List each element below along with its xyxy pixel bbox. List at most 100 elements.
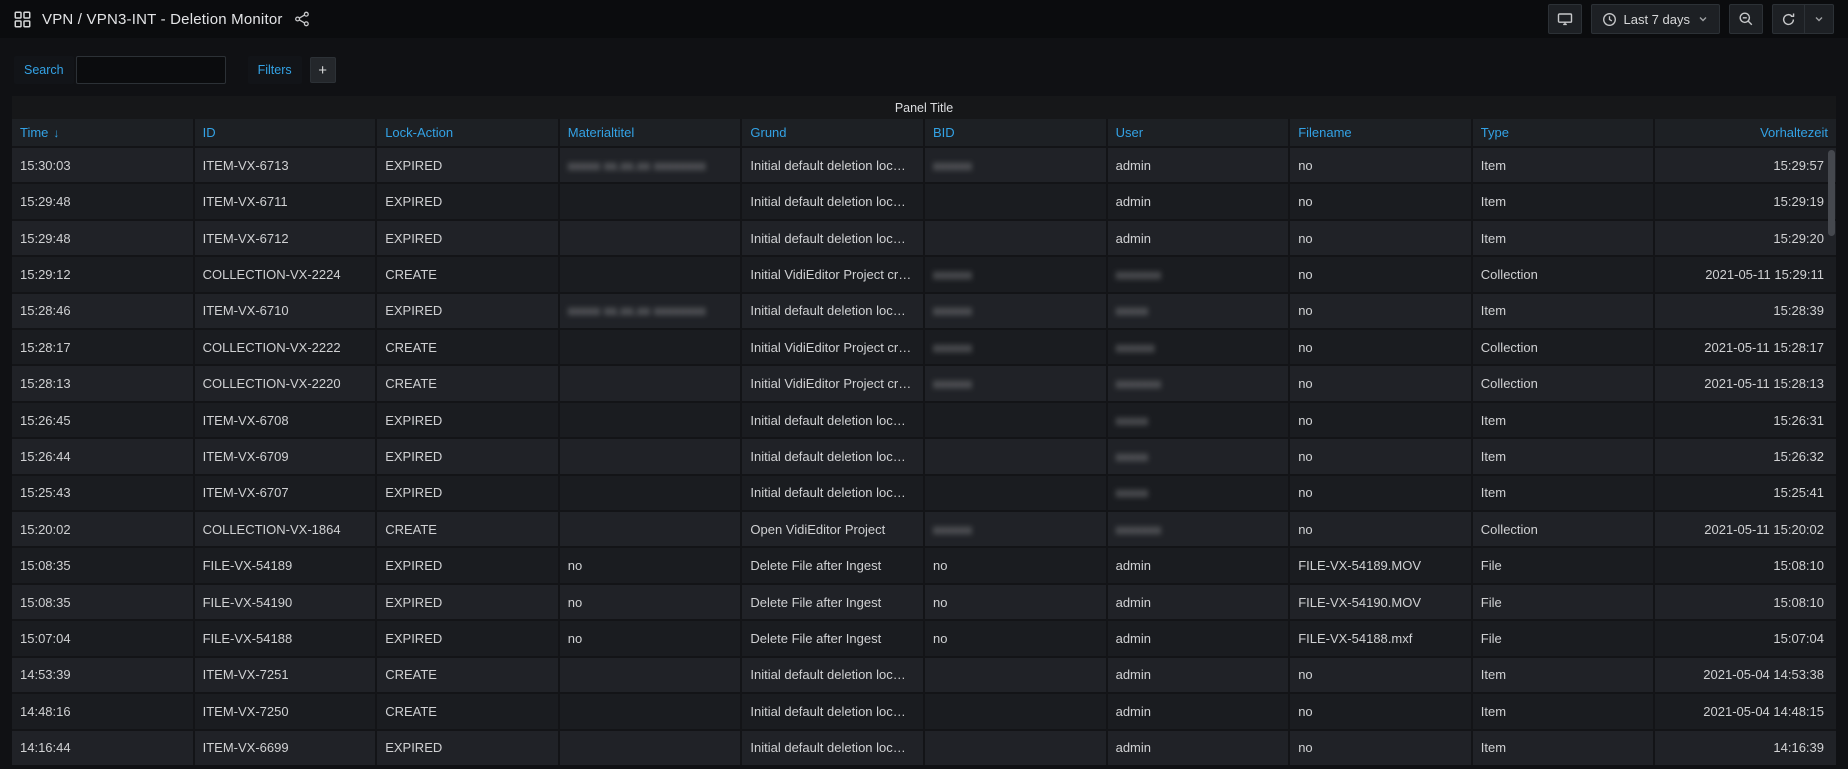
cell-grund: Initial default deletion loc…	[742, 475, 923, 511]
column-header-type[interactable]: Type	[1472, 119, 1654, 146]
zoom-out-button[interactable]	[1729, 4, 1763, 34]
cell-bid: xxxxxx	[925, 366, 1106, 401]
add-filter-button[interactable]: +	[309, 57, 336, 83]
cell-user: xxxxx	[1107, 475, 1289, 511]
refresh-interval-dropdown[interactable]	[1804, 4, 1834, 34]
cell-grund: Initial default deletion loc…	[742, 220, 923, 256]
cell-user: admin	[1107, 657, 1289, 693]
clock-icon	[1602, 12, 1617, 27]
panel-header[interactable]: Panel Title	[12, 96, 1836, 119]
cell-grund: Delete File after Ingest	[742, 584, 923, 620]
redacted-text: xxxxx xx.xx.xx xxxxxxxx	[567, 157, 706, 173]
table-row: 14:48:16 ITEM-VX-7250 CREATE Initial defaul…	[12, 694, 1836, 729]
column-header-filename[interactable]: Filename	[1290, 119, 1471, 146]
cell-grund: Initial default deletion loc…	[742, 657, 923, 693]
cell-lock_action: EXPIRED	[377, 584, 558, 620]
cell-materialtitel	[559, 366, 741, 401]
cell-grund: Delete File after Ingest	[742, 548, 923, 583]
data-table: Time ↓ ID Lock-Action Materialtitel Grund BID U…	[12, 119, 1836, 765]
cell-materialtitel: no	[559, 584, 741, 620]
cell-vorhaltezeit: 2021-05-11 15:28:13	[1655, 366, 1836, 401]
cell-id: ITEM-VX-6708	[194, 402, 376, 438]
dashboard-title: VPN / VPN3-INT - Deletion Monitor	[42, 10, 283, 28]
cell-vorhaltezeit: 15:29:57	[1655, 148, 1836, 183]
cell-lock_action: EXPIRED	[377, 548, 558, 583]
redacted-text: xxxxxx	[933, 376, 972, 392]
chevron-down-icon	[1813, 13, 1825, 25]
vertical-scrollbar[interactable]	[1828, 150, 1835, 236]
cell-user: admin	[1107, 184, 1289, 219]
cell-user: xxxxxxx	[1107, 257, 1289, 292]
cell-type: Item	[1472, 184, 1654, 219]
cell-lock_action: EXPIRED	[377, 184, 558, 219]
cell-lock_action: EXPIRED	[377, 220, 558, 256]
column-header-user[interactable]: User	[1107, 119, 1289, 146]
cell-time: 15:28:46	[12, 293, 193, 329]
table-row: 15:29:12 COLLECTION-VX-2224 CREATE Initial …	[12, 257, 1836, 292]
cycle-view-button[interactable]	[1547, 4, 1582, 34]
cell-materialtitel	[559, 402, 741, 438]
time-range-picker[interactable]: Last 7 days	[1590, 4, 1720, 34]
cell-time: 14:48:16	[12, 694, 193, 729]
cell-filename: no	[1290, 730, 1471, 765]
cell-filename: no	[1290, 512, 1471, 547]
cell-bid: xxxxxx	[925, 148, 1106, 183]
cell-time: 15:29:12	[12, 257, 193, 292]
cell-time: 15:28:17	[12, 330, 193, 365]
cell-type: Collection	[1472, 366, 1654, 401]
cell-lock_action: EXPIRED	[377, 402, 558, 438]
cell-time: 15:29:48	[12, 184, 193, 219]
cell-vorhaltezeit: 14:16:39	[1655, 730, 1836, 765]
cell-filename: no	[1290, 366, 1471, 401]
refresh-button[interactable]	[1772, 4, 1804, 34]
cell-bid: no	[925, 584, 1106, 620]
cell-lock_action: EXPIRED	[377, 439, 558, 474]
cell-id: COLLECTION-VX-1864	[194, 512, 376, 547]
cell-grund: Initial default deletion loc…	[742, 439, 923, 474]
column-header-id[interactable]: ID	[194, 119, 376, 146]
column-header-bid[interactable]: BID	[925, 119, 1106, 146]
tv-monitor-icon	[1557, 11, 1573, 27]
cell-type: File	[1472, 584, 1654, 620]
column-header-time[interactable]: Time ↓	[12, 119, 193, 146]
cell-materialtitel	[559, 730, 741, 765]
column-header-materialtitel[interactable]: Materialtitel	[559, 119, 741, 146]
table-row: 15:20:02 COLLECTION-VX-1864 CREATE Open Vid…	[12, 512, 1836, 547]
column-header-lock_action[interactable]: Lock-Action	[377, 119, 558, 146]
cell-filename: no	[1290, 657, 1471, 693]
redacted-text: xxxxxx	[933, 521, 972, 537]
cell-user: admin	[1107, 621, 1289, 656]
cell-bid: xxxxxx	[925, 257, 1106, 292]
dashboard-grid-icon[interactable]	[14, 11, 31, 28]
cell-vorhaltezeit: 15:25:41	[1655, 475, 1836, 511]
column-header-grund[interactable]: Grund	[742, 119, 923, 146]
search-input[interactable]	[75, 56, 226, 84]
table-row: 15:08:35 FILE-VX-54189 EXPIRED no Delete Fil…	[12, 548, 1836, 583]
cell-type: Item	[1472, 148, 1654, 183]
redacted-text: xxxxxx	[933, 339, 972, 355]
cell-vorhaltezeit: 15:08:10	[1655, 548, 1836, 583]
cell-user: admin	[1107, 584, 1289, 620]
dashboard-submenu: Search Filters +	[14, 56, 336, 84]
cell-user: admin	[1107, 730, 1289, 765]
cell-filename: no	[1290, 402, 1471, 438]
cell-vorhaltezeit: 2021-05-04 14:53:38	[1655, 657, 1836, 693]
cell-type: Collection	[1472, 512, 1654, 547]
cell-filename: FILE-VX-54190.MOV	[1290, 584, 1471, 620]
cell-vorhaltezeit: 15:26:31	[1655, 402, 1836, 438]
cell-lock_action: CREATE	[377, 330, 558, 365]
cell-lock_action: EXPIRED	[377, 730, 558, 765]
cell-lock_action: CREATE	[377, 694, 558, 729]
redacted-text: xxxxx	[1115, 412, 1149, 428]
column-header-vorhaltezeit[interactable]: Vorhaltezeit	[1655, 119, 1836, 146]
cell-id: ITEM-VX-6709	[194, 439, 376, 474]
cell-vorhaltezeit: 15:07:04	[1655, 621, 1836, 656]
cell-time: 15:07:04	[12, 621, 193, 656]
cell-vorhaltezeit: 2021-05-11 15:29:11	[1655, 257, 1836, 292]
cell-time: 15:25:43	[12, 475, 193, 511]
cell-id: ITEM-VX-6711	[194, 184, 376, 219]
panel-title: Panel Title	[894, 100, 954, 115]
cell-filename: no	[1290, 439, 1471, 474]
table-row: 15:08:35 FILE-VX-54190 EXPIRED no Delete Fil…	[12, 584, 1836, 620]
share-icon[interactable]	[294, 11, 310, 27]
